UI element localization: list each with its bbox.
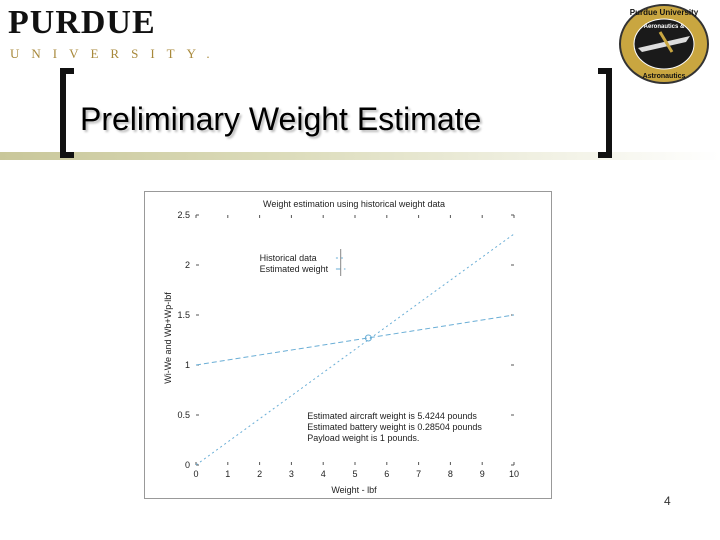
logo-subtitle: UNIVERSITY. <box>10 46 222 61</box>
chart-ylabel: Wi-We and Wb+Wp-lbf <box>163 292 173 384</box>
y-tick-label: 2 <box>185 260 190 270</box>
series-line <box>195 314 515 366</box>
y-tick-label: 0 <box>185 460 190 470</box>
x-tick-label: 0 <box>193 469 198 479</box>
title-underline-band <box>0 152 720 160</box>
axis-ticks: 0 1 2 3 4 5 6 7 8 9 10 0 0.5 1 1.5 2 2.5 <box>177 210 519 479</box>
series-lines <box>195 233 515 466</box>
title-bracket-right <box>598 68 612 158</box>
y-tick-label: 2.5 <box>177 210 190 220</box>
x-tick-label: 8 <box>448 469 453 479</box>
annotation-text: Estimated aircraft weight is 5.4244 poun… <box>307 411 477 421</box>
weight-estimation-chart: Weight estimation using historical weigh… <box>144 191 552 499</box>
logo-wordmark: PURDUE <box>8 4 156 41</box>
x-tick-label: 3 <box>289 469 294 479</box>
aero-astro-seal: Purdue University Aeronautics & Astronau… <box>619 4 709 84</box>
title-bracket-left <box>60 68 74 158</box>
seal-bottom-text: Astronautics <box>643 73 686 80</box>
seal-mid-text: Aeronautics & <box>644 24 685 30</box>
slide-title: Preliminary Weight Estimate <box>80 101 482 137</box>
annotation-text: Estimated battery weight is 0.28504 poun… <box>307 422 482 432</box>
intersection-marker <box>364 334 372 342</box>
legend-label: Historical data <box>260 253 317 263</box>
legend-label: Estimated weight <box>260 264 329 274</box>
x-tick-label: 6 <box>384 469 389 479</box>
x-tick-label: 7 <box>416 469 421 479</box>
y-tick-label: 0.5 <box>177 410 190 420</box>
x-tick-label: 5 <box>352 469 357 479</box>
x-tick-label: 9 <box>480 469 485 479</box>
chart-annotations: Estimated aircraft weight is 5.4244 poun… <box>307 411 482 443</box>
page-number: 4 <box>664 494 671 508</box>
x-tick-label: 2 <box>257 469 262 479</box>
chart-xlabel: Weight - lbf <box>331 485 377 495</box>
y-tick-label: 1.5 <box>177 310 190 320</box>
seal-top-text: Purdue University <box>630 8 699 17</box>
chart-title: Weight estimation using historical weigh… <box>263 199 445 209</box>
x-tick-label: 4 <box>321 469 326 479</box>
y-tick-label: 1 <box>185 360 190 370</box>
x-tick-label: 10 <box>509 469 519 479</box>
x-tick-label: 1 <box>225 469 230 479</box>
annotation-text: Payload weight is 1 pounds. <box>307 433 419 443</box>
series-line <box>195 233 515 466</box>
